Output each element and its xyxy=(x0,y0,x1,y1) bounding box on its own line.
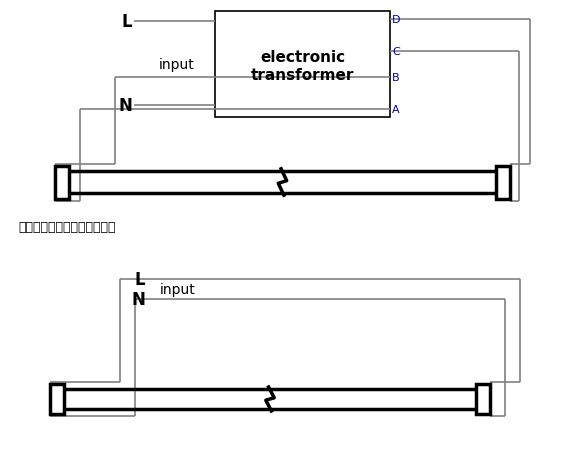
Text: B: B xyxy=(392,73,400,83)
Text: N: N xyxy=(131,290,145,308)
Bar xyxy=(476,384,490,414)
Bar xyxy=(55,166,69,199)
Text: L: L xyxy=(122,13,132,31)
Text: 或者按照如下方法接上电源：: 或者按照如下方法接上电源： xyxy=(18,221,115,234)
Text: transformer: transformer xyxy=(251,67,354,83)
Bar xyxy=(215,12,390,118)
Text: D: D xyxy=(392,15,400,25)
Text: N: N xyxy=(118,97,132,115)
Text: C: C xyxy=(392,47,400,57)
Bar xyxy=(496,166,510,199)
Bar xyxy=(50,384,64,414)
Text: input: input xyxy=(160,282,196,296)
Text: A: A xyxy=(392,105,400,115)
Text: L: L xyxy=(134,271,145,288)
Text: electronic: electronic xyxy=(260,50,345,64)
Text: input: input xyxy=(159,58,195,72)
